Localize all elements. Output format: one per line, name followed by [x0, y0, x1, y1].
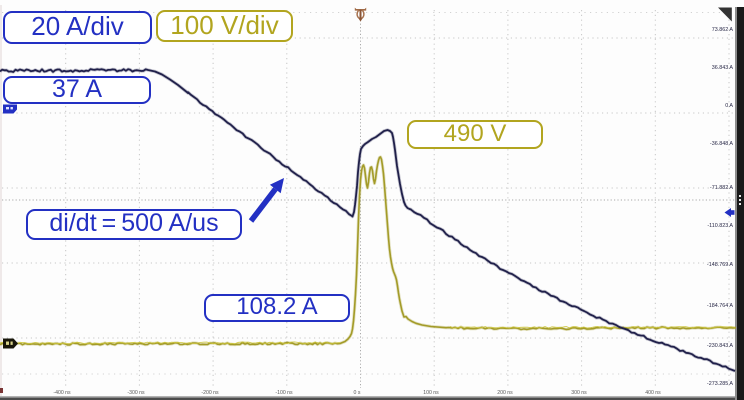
svg-text:-273.285 A: -273.285 A [707, 381, 733, 387]
svg-text:-200 ns: -200 ns [201, 390, 219, 396]
svg-text:-230.843 A: -230.843 A [707, 343, 733, 349]
svg-text:-184.764 A: -184.764 A [707, 303, 733, 309]
svg-text:0 s: 0 s [354, 390, 361, 396]
svg-text:-110.823 A: -110.823 A [707, 223, 733, 229]
svg-text:-300 ns: -300 ns [127, 390, 145, 396]
svg-text:0 A: 0 A [725, 103, 733, 109]
svg-text:100 ns: 100 ns [423, 390, 439, 396]
svg-text:300 ns: 300 ns [571, 390, 587, 396]
svg-text:400 ns: 400 ns [645, 390, 661, 396]
svg-text:36.843 A: 36.843 A [712, 65, 734, 71]
svg-text:-400 ns: -400 ns [53, 390, 71, 396]
svg-text:-100 ns: -100 ns [275, 390, 293, 396]
svg-text:200 ns: 200 ns [497, 390, 513, 396]
svg-text:-36.848 A: -36.848 A [710, 141, 733, 147]
svg-text:73.862 A: 73.862 A [712, 27, 734, 33]
svg-text:-71.882 A: -71.882 A [710, 185, 733, 191]
svg-text:-148.769 A: -148.769 A [707, 262, 733, 268]
